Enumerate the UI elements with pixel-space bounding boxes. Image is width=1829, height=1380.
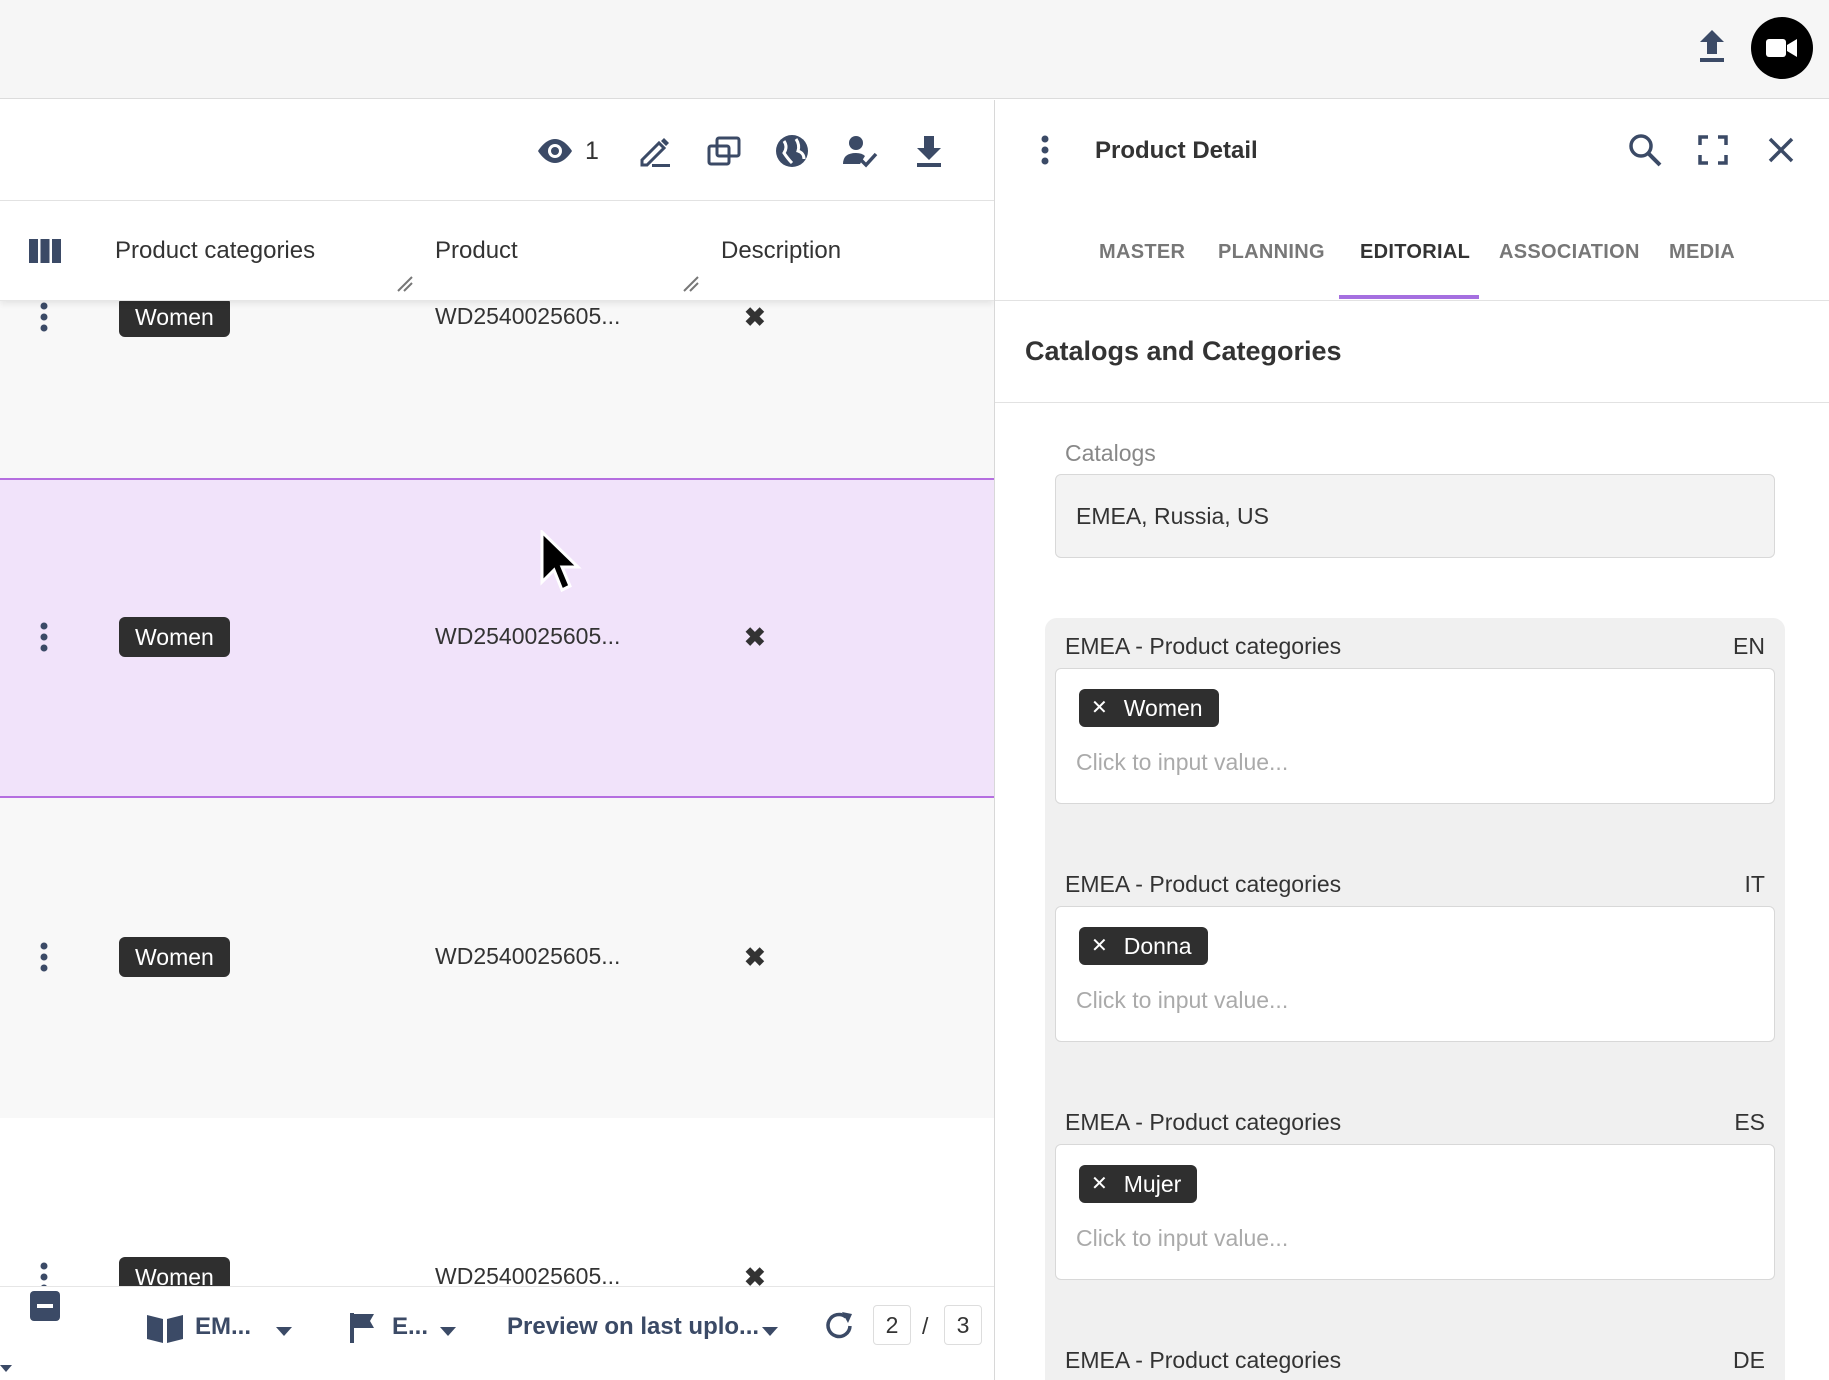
category-lang: ES <box>1734 1109 1765 1135</box>
tab-association[interactable]: ASSOCIATION <box>1499 241 1640 263</box>
search-icon[interactable] <box>1625 130 1665 170</box>
detail-menu-icon[interactable] <box>1040 135 1050 165</box>
categories-card: EMEA - Product categories EN ✕ Women Cli… <box>1045 618 1785 1380</box>
column-header-product[interactable]: Product <box>435 237 518 264</box>
category-lang: EN <box>1733 633 1765 659</box>
upload-icon[interactable] <box>1696 28 1728 64</box>
tab-media[interactable]: MEDIA <box>1669 241 1735 263</box>
views-count: 1 <box>585 137 599 165</box>
preview-select[interactable]: Preview on last uplo... <box>507 1313 760 1340</box>
tag-label: Mujer <box>1123 1171 1182 1197</box>
expand-caret-icon[interactable] <box>0 1365 12 1372</box>
section-divider <box>995 402 1829 403</box>
current-page-input[interactable]: 2 <box>873 1305 911 1345</box>
category-tag: ✕ Women <box>1079 689 1219 727</box>
edit-icon[interactable] <box>636 132 674 170</box>
columns-icon[interactable] <box>29 239 61 263</box>
tag-label: Women <box>1123 695 1203 721</box>
product-cell: WD2540025605... <box>435 943 621 969</box>
catalog-book-icon <box>147 1315 183 1343</box>
category-input[interactable]: ✕ Women Click to input value... <box>1055 668 1775 804</box>
column-header-description[interactable]: Description <box>721 237 842 264</box>
download-icon[interactable] <box>910 132 948 170</box>
pane-divider[interactable] <box>994 100 995 1380</box>
tab-editorial[interactable]: EDITORIAL <box>1360 241 1471 263</box>
fullscreen-icon[interactable] <box>1693 130 1733 170</box>
input-placeholder[interactable]: Click to input value... <box>1076 749 1289 775</box>
category-label: EMEA - Product categories <box>1065 1347 1342 1373</box>
catalog-dropdown-icon[interactable] <box>276 1327 292 1336</box>
category-label: EMEA - Product categories <box>1065 1109 1342 1135</box>
catalogs-label: Catalogs <box>1065 440 1156 466</box>
top-bar <box>0 0 1829 99</box>
globe-icon[interactable] <box>773 132 811 170</box>
category-input[interactable]: ✕ Donna Click to input value... <box>1055 906 1775 1042</box>
approve-user-icon[interactable] <box>841 132 879 170</box>
product-grid-pane: Women WD2540025605... ✖ Women WD25400256… <box>0 100 994 1380</box>
description-empty-icon: ✖ <box>744 622 766 652</box>
description-empty-icon: ✖ <box>744 1262 766 1292</box>
row-menu-icon[interactable] <box>39 942 49 972</box>
catalogs-value: EMEA, Russia, US <box>1076 503 1269 529</box>
tag-label: Donna <box>1123 933 1192 959</box>
category-label: EMEA - Product categories <box>1065 633 1342 659</box>
eye-icon[interactable] <box>536 132 574 170</box>
catalog-select[interactable]: EM... <box>195 1313 252 1340</box>
category-lang: IT <box>1744 871 1765 897</box>
page-separator: / <box>922 1313 929 1339</box>
copy-icon[interactable] <box>705 132 743 170</box>
product-cell: WD2540025605... <box>435 623 621 649</box>
category-chip: Women <box>119 297 230 337</box>
row-menu-icon[interactable] <box>39 622 49 652</box>
tab-planning[interactable]: PLANNING <box>1218 241 1325 263</box>
flag-icon <box>350 1313 374 1343</box>
category-chip: Women <box>119 617 230 657</box>
remove-tag-icon[interactable]: ✕ <box>1091 935 1108 957</box>
catalogs-field: EMEA, Russia, US <box>1055 474 1775 558</box>
input-placeholder[interactable]: Click to input value... <box>1076 987 1289 1013</box>
column-header-product-categories[interactable]: Product categories <box>115 237 316 264</box>
grid-toolbar: 1 <box>0 100 994 201</box>
detail-tabs: MASTER PLANNING EDITORIAL ASSOCIATION ME… <box>995 201 1829 301</box>
active-tab-indicator <box>1339 295 1479 299</box>
product-cell: WD2540025605... <box>435 1263 621 1289</box>
grid-header: Product categories Product Description <box>0 201 994 301</box>
column-resize-handle[interactable] <box>396 275 414 293</box>
panel-title: Product Detail <box>1095 137 1258 164</box>
category-chip: Women <box>119 937 230 977</box>
refresh-icon[interactable] <box>822 1309 856 1343</box>
input-placeholder[interactable]: Click to input value... <box>1076 1225 1289 1251</box>
total-pages: 3 <box>944 1305 982 1345</box>
collapse-icon[interactable] <box>30 1291 60 1321</box>
close-icon[interactable] <box>1761 130 1801 170</box>
grid-rows: Women WD2540025605... ✖ Women WD25400256… <box>0 100 994 1318</box>
locale-select[interactable]: E... <box>392 1313 429 1340</box>
description-empty-icon: ✖ <box>744 302 766 332</box>
description-empty-icon: ✖ <box>744 942 766 972</box>
row-menu-icon[interactable] <box>39 302 49 332</box>
section-title: Catalogs and Categories <box>1025 336 1342 366</box>
product-cell: WD2540025605... <box>435 303 621 329</box>
category-input[interactable]: ✕ Mujer Click to input value... <box>1055 1144 1775 1280</box>
column-resize-handle[interactable] <box>682 275 700 293</box>
tab-master[interactable]: MASTER <box>1099 241 1186 263</box>
mouse-cursor-icon <box>540 530 582 593</box>
category-lang: DE <box>1733 1347 1765 1373</box>
category-label: EMEA - Product categories <box>1065 871 1342 897</box>
remove-tag-icon[interactable]: ✕ <box>1091 697 1108 719</box>
category-tag: ✕ Donna <box>1079 927 1208 965</box>
category-tag: ✕ Mujer <box>1079 1165 1198 1203</box>
remove-tag-icon[interactable]: ✕ <box>1091 1173 1108 1195</box>
video-camera-icon[interactable] <box>1751 17 1813 79</box>
preview-dropdown-icon[interactable] <box>762 1327 778 1336</box>
grid-footer: EM... E... Preview on last uplo... 2 / 3 <box>0 1286 994 1380</box>
locale-dropdown-icon[interactable] <box>440 1327 456 1336</box>
product-detail-panel: Product Detail MASTER PLANNING EDITORIAL… <box>995 100 1829 1380</box>
